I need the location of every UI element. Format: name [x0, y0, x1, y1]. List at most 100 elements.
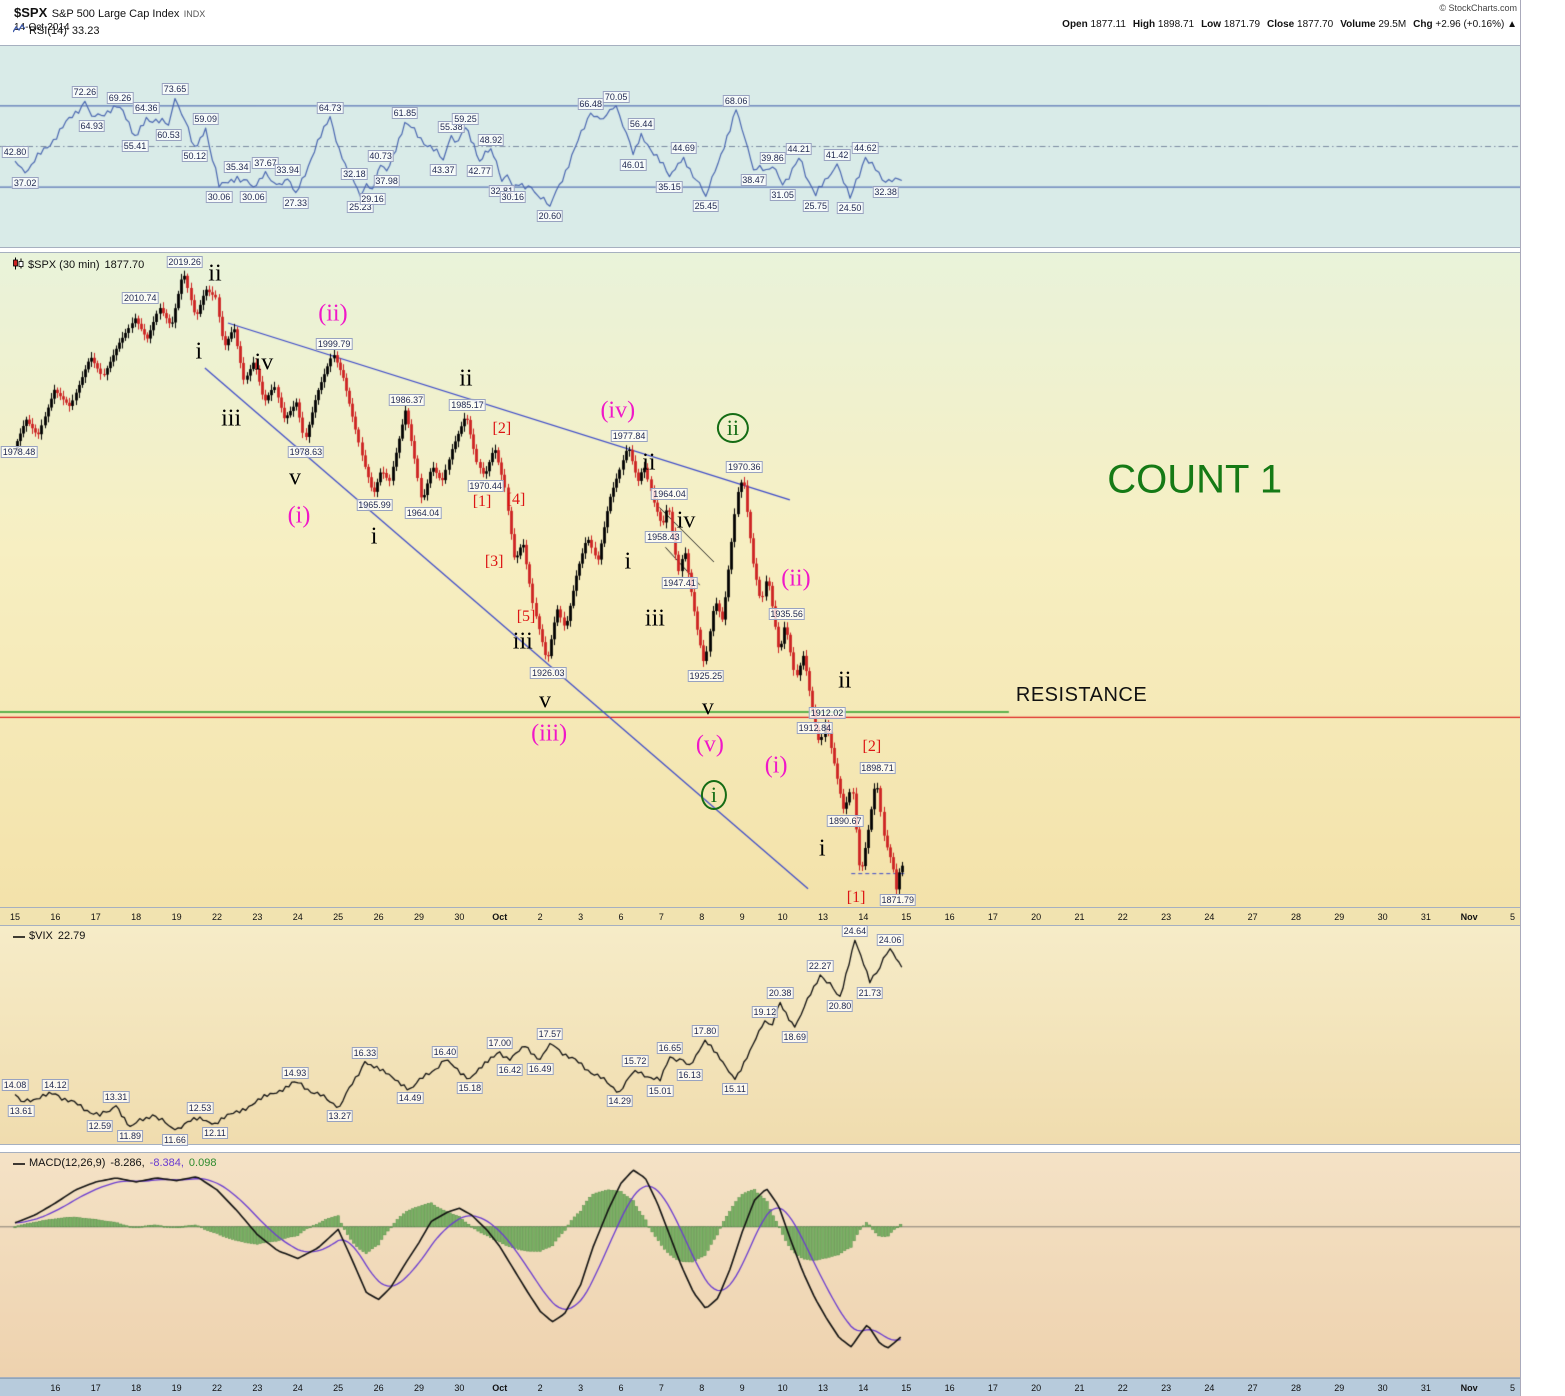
data-point-label: 1935.56	[768, 607, 805, 620]
rsi-canvas	[0, 45, 1520, 248]
quote-label: Open	[1062, 19, 1088, 30]
quote-value: 29.5M	[1375, 19, 1407, 30]
elliott-wave-label: v	[539, 687, 552, 714]
x-axis-label: 17	[987, 1383, 998, 1393]
data-point-label: 59.09	[192, 113, 219, 126]
data-point-label: 17.80	[691, 1025, 719, 1038]
data-point-label: 68.06	[722, 94, 750, 107]
x-axis-label: 16	[50, 1383, 61, 1393]
x-axis-label: 22	[211, 912, 223, 922]
data-point-label: 12.53	[186, 1102, 214, 1115]
data-point-label: 15.72	[621, 1055, 649, 1068]
data-point-label: 37.67	[252, 156, 279, 169]
data-point-label: 2019.26	[166, 256, 203, 269]
data-point-label: 1926.03	[529, 666, 567, 679]
data-point-label: 22.27	[806, 959, 834, 972]
data-point-label: 1925.25	[687, 669, 725, 682]
data-point-label: 1970.36	[725, 461, 763, 474]
x-axis-label: 14	[858, 1383, 869, 1393]
x-axis-label: 20	[1031, 912, 1042, 922]
data-point-label: 14.12	[42, 1078, 69, 1091]
data-point-label: 20.38	[766, 987, 794, 1000]
data-point-label: 64.36	[133, 102, 160, 115]
data-point-label: 50.12	[181, 150, 209, 163]
x-axis-label: 29	[413, 1383, 425, 1393]
elliott-wave-label: iv	[254, 349, 274, 375]
data-point-label: 32.18	[341, 167, 368, 180]
quote-label: Chg	[1413, 19, 1433, 30]
chart-date: 14-Oct-2014	[14, 22, 70, 33]
x-axis-label: 22	[1117, 912, 1128, 922]
elliott-wave-label: i	[195, 338, 203, 365]
resistance-annotation: RESISTANCE	[1015, 683, 1148, 706]
x-axis-label: 27	[1247, 1383, 1258, 1393]
x-axis-label: 19	[171, 912, 182, 922]
data-point-label: 14.49	[396, 1092, 424, 1105]
price-legend: $SPX (30 min) 1877.70	[13, 257, 144, 273]
elliott-wave-label: ii	[838, 667, 852, 694]
data-point-label: 21.73	[856, 986, 884, 999]
symbol-name: S&P 500 Large Cap Index	[51, 8, 180, 20]
elliott-wave-label: ii	[642, 449, 656, 476]
y-axis-column: 9070503010202020152010200520001995199019…	[1520, 0, 1565, 1396]
data-point-label: 16.33	[351, 1046, 379, 1059]
exchange: INDX	[183, 9, 206, 19]
x-axis-label: 15	[901, 1383, 912, 1393]
data-point-label: 66.48	[577, 98, 604, 111]
elliott-wave-label-red: [5]	[516, 607, 536, 625]
x-axis-label: 29	[413, 912, 425, 922]
x-axis-label: 18	[131, 1383, 142, 1393]
x-axis-label: 13	[817, 912, 829, 922]
x-axis-label: 23	[1161, 1383, 1172, 1393]
data-point-label: 1958.43	[645, 530, 682, 543]
macd-legend-label: MACD(12,26,9)	[29, 1157, 106, 1169]
data-point-label: 1898.71	[859, 762, 896, 775]
data-point-label: 44.21	[785, 143, 813, 156]
data-point-label: 18.69	[781, 1031, 808, 1044]
quote-label: High	[1132, 19, 1156, 30]
quote-label: Close	[1267, 19, 1295, 30]
data-point-label: 25.75	[802, 199, 829, 212]
x-axis-label: 27	[1247, 912, 1258, 922]
data-point-label: 1964.04	[404, 507, 442, 520]
data-point-label: 1912.02	[808, 706, 846, 719]
rsi-panel: 42.80 37.02 72.26 64.93 69.26 55.41 64.36 60.53…	[0, 45, 1520, 248]
x-axis-label: 2	[537, 912, 543, 922]
elliott-wave-label-magenta: (ii)	[781, 565, 811, 592]
data-point-label: 17.57	[536, 1028, 564, 1041]
data-point-label: 1978.63	[287, 445, 325, 458]
x-axis-label: 8	[699, 1383, 705, 1393]
x-axis-label: 22	[1117, 1383, 1128, 1393]
data-point-label: 11.66	[162, 1133, 188, 1146]
data-point-label: 11.89	[117, 1130, 144, 1143]
x-axis-label: 21	[1074, 1383, 1085, 1393]
data-point-label: 35.15	[656, 180, 683, 193]
vix-legend-value: 22.79	[57, 930, 86, 942]
elliott-wave-label: i	[818, 835, 826, 862]
elliott-wave-label: v	[288, 464, 301, 491]
x-axis-label: 15	[901, 912, 912, 922]
data-point-label: 1890.67	[826, 815, 864, 828]
price-panel: 1978.48 2010.74 2019.26 1999.79 1986.37 1985.…	[0, 252, 1520, 908]
macd-value: -8.286,	[110, 1157, 145, 1169]
x-axis-label: 2	[537, 1383, 543, 1393]
x-axis-label: 30	[454, 1383, 465, 1393]
elliott-wave-label-magenta: (v)	[695, 731, 724, 758]
elliott-wave-label-magenta: (i)	[287, 502, 311, 529]
quote-label: Low	[1201, 19, 1222, 30]
data-point-label: 16.65	[656, 1041, 684, 1054]
data-point-label: 1986.37	[388, 394, 426, 407]
data-point-label: 13.61	[7, 1105, 35, 1118]
count-annotation: COUNT 1	[1107, 457, 1283, 502]
data-point-label: 59.25	[452, 112, 479, 125]
data-point-label: 42.80	[1, 146, 29, 159]
x-axis-label: 21	[1074, 912, 1085, 922]
data-point-label: 29.16	[359, 192, 386, 205]
x-axis-label: 6	[618, 912, 624, 922]
data-point-label: 61.85	[391, 107, 419, 120]
x-axis-label: 10	[777, 912, 788, 922]
title-line: $SPX S&P 500 Large Cap Index INDX	[14, 4, 205, 22]
x-axis-label: 24	[1204, 1383, 1215, 1393]
data-point-label: 14.29	[606, 1095, 634, 1108]
